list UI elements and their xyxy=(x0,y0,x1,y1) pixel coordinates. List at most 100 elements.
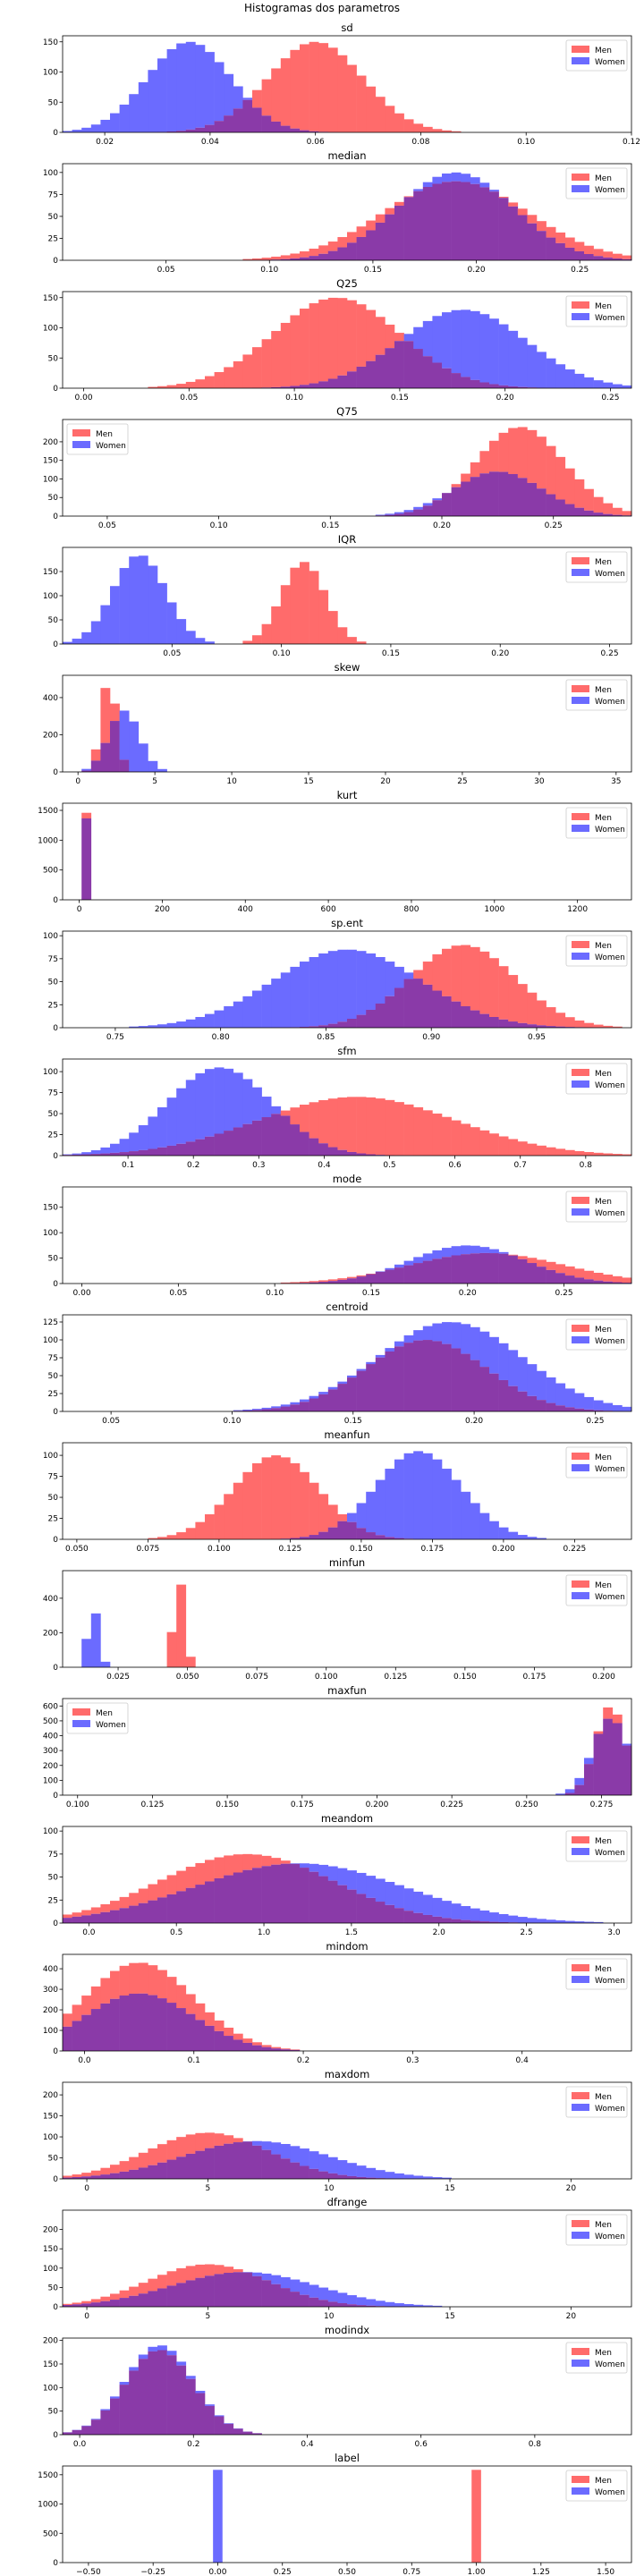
x-tick-label: 0.10 xyxy=(260,266,278,275)
histogram-bar-overlap xyxy=(479,1921,490,1923)
histogram-bar-overlap xyxy=(327,1023,338,1028)
histogram-bar xyxy=(214,62,225,122)
histogram-bar xyxy=(90,1986,101,2010)
x-tick-label: 0.15 xyxy=(344,1417,362,1426)
histogram-bar-overlap xyxy=(612,258,623,260)
x-tick-label: 0.75 xyxy=(106,1033,124,1042)
histogram-bar xyxy=(138,2283,148,2294)
histogram-bar xyxy=(422,1110,433,1156)
histogram-bar xyxy=(327,2290,338,2302)
histogram-bar xyxy=(318,1099,329,1144)
legend-label-men: Men xyxy=(595,2477,612,2486)
histogram-bar-overlap xyxy=(385,1269,395,1284)
histogram-bar xyxy=(100,1978,111,2004)
histogram-bar xyxy=(574,479,585,508)
histogram-bar-overlap xyxy=(110,2398,120,2435)
bars xyxy=(63,2264,443,2307)
histogram-bar xyxy=(394,1264,404,1268)
histogram-bar xyxy=(356,1503,367,1529)
panel-Q75: Q75 0.05 0.10 0.15 0.20 0.25 0 50 100 150 200 Men Wo… xyxy=(43,405,632,530)
histogram-bar xyxy=(375,1878,386,1902)
histogram-bar xyxy=(214,2415,225,2417)
histogram-bar xyxy=(347,300,357,372)
histogram-bar xyxy=(148,1965,158,1996)
histogram-bar-overlap xyxy=(479,187,490,260)
histogram-bar-overlap xyxy=(138,1902,148,1923)
bar-men xyxy=(471,2470,481,2563)
y-tick-label: 50 xyxy=(48,2284,59,2292)
histogram-bar xyxy=(564,1388,575,1408)
legend-label-men: Men xyxy=(595,686,612,695)
histogram-bar-overlap xyxy=(508,474,519,516)
x-tick-label: 5 xyxy=(206,2312,211,2321)
histogram-bar xyxy=(166,602,177,644)
histogram-bar xyxy=(81,2425,92,2427)
histogram-bar xyxy=(574,1268,585,1278)
histogram-bar xyxy=(385,2172,395,2179)
histogram-bar xyxy=(564,468,575,504)
legend-label-men: Men xyxy=(595,2349,612,2358)
histogram-bar xyxy=(261,1097,272,1118)
histogram-bar xyxy=(564,1266,575,1276)
x-tick-label: 0.075 xyxy=(137,1545,160,1554)
legend-label-men: Men xyxy=(595,174,612,183)
x-tick-label: 0.1 xyxy=(188,2056,200,2065)
histogram-bar xyxy=(337,1868,348,1885)
histogram-bar-overlap xyxy=(242,2272,253,2307)
histogram-bar-overlap xyxy=(356,1894,367,1923)
histogram-bar xyxy=(375,2301,386,2307)
histogram-bar xyxy=(176,1532,187,1539)
histogram-bar-overlap xyxy=(593,256,604,260)
histogram-bar xyxy=(432,2305,443,2307)
x-tick-label: 0.10 xyxy=(285,394,303,402)
histogram-bar xyxy=(271,1858,282,1865)
histogram-bar xyxy=(622,1743,632,1746)
histogram-bar-overlap xyxy=(356,1153,367,1156)
histogram-bar-overlap xyxy=(290,128,301,132)
histogram-bar xyxy=(537,1259,547,1267)
histogram-bar-overlap xyxy=(290,258,301,260)
histogram-bar-overlap xyxy=(271,1864,282,1923)
x-tick-label: 0.1 xyxy=(122,1161,134,1170)
histogram-bar xyxy=(176,1985,187,2009)
histogram-bar-overlap xyxy=(432,500,443,516)
y-tick-label: 100 xyxy=(43,1229,58,1238)
x-tick-label: 0.15 xyxy=(382,649,400,658)
histogram-bar-overlap xyxy=(290,2292,301,2307)
y-tick-label: 100 xyxy=(43,2133,58,2142)
histogram-bar-overlap xyxy=(337,1521,348,1539)
bars xyxy=(63,555,367,644)
panel-mode: mode 0.00 0.05 0.10 0.15 0.20 0.25 0 50 100 150 Men… xyxy=(43,1173,632,1298)
y-tick-label: 0 xyxy=(53,385,58,394)
histogram-bar xyxy=(451,1322,462,1349)
histogram-bar xyxy=(337,55,348,132)
histogram-bar xyxy=(375,1479,386,1536)
histogram-bar-overlap xyxy=(100,2174,111,2179)
histogram-bar-overlap xyxy=(347,2304,357,2307)
axes-frame xyxy=(62,2337,632,2436)
histogram-bar-overlap xyxy=(242,2431,253,2435)
histogram-bar-overlap xyxy=(81,2426,92,2435)
histogram-bar xyxy=(318,1864,329,1877)
histogram-bar xyxy=(337,627,348,644)
x-tick-label: 0 xyxy=(75,777,80,786)
axes-frame xyxy=(62,1698,632,1796)
histogram-bar-overlap xyxy=(385,1351,395,1411)
histogram-bar-overlap xyxy=(100,2410,111,2435)
panel-title: mindom xyxy=(326,1940,368,1953)
histogram-bar xyxy=(612,1026,623,1028)
histogram-bar-overlap xyxy=(205,124,215,132)
histogram-bar xyxy=(347,64,357,132)
histogram-bar-overlap xyxy=(337,1384,348,1411)
histogram-bar-overlap xyxy=(584,1409,594,1411)
y-tick-label: 50 xyxy=(48,616,59,625)
histogram-bar-overlap xyxy=(413,191,424,260)
histogram-bar xyxy=(185,1657,196,1667)
histogram-bar-overlap xyxy=(224,2423,234,2435)
x-tick-label: 0.20 xyxy=(433,521,451,530)
y-tick-label: 25 xyxy=(48,234,58,243)
histogram-bar-overlap xyxy=(574,1784,585,1795)
y-tick-label: 75 xyxy=(48,955,58,964)
y-tick-label: 200 xyxy=(43,2337,58,2346)
